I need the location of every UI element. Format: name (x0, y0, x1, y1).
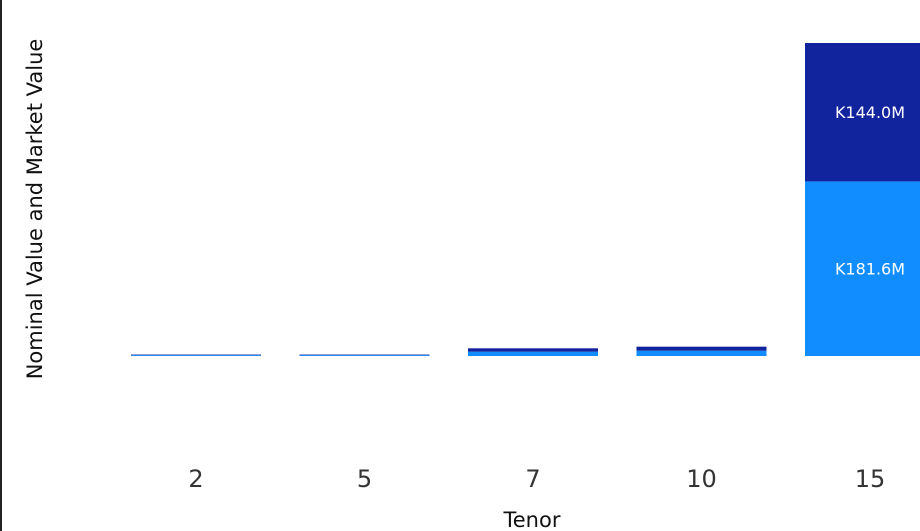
bar-segment-5-series-1[interactable] (299, 355, 430, 356)
bar-segment-2-series-1[interactable] (131, 355, 261, 356)
bar-segment-10-series-2[interactable] (636, 346, 767, 351)
bar-segment-10-series-1[interactable] (636, 350, 767, 356)
bar-segment-15-series-1[interactable] (805, 181, 920, 356)
x-tick-label-7: 7 (525, 465, 540, 493)
bar-segment-5-series-2[interactable] (299, 354, 430, 356)
bar-segment-7-series-1[interactable] (468, 351, 598, 356)
data-label-15-series-1: K181.6M (835, 260, 905, 279)
bars-group (131, 43, 920, 356)
x-axis-title: Tenor (503, 508, 561, 531)
bar-segment-2-series-2[interactable] (131, 354, 261, 356)
data-labels-group: K181.6M K144.0M (835, 103, 905, 278)
bar-segment-7-series-2[interactable] (468, 348, 598, 352)
x-tick-label-5: 5 (357, 465, 372, 493)
x-tick-label-2: 2 (188, 465, 203, 493)
y-axis-title: Nominal Value and Market Value (23, 39, 47, 380)
bar-segment-15-series-2[interactable] (805, 43, 920, 182)
x-tick-label-10: 10 (686, 465, 717, 493)
x-tick-labels: 2 5 7 10 15 (188, 465, 885, 493)
data-label-15-series-2: K144.0M (835, 103, 905, 122)
x-tick-label-15: 15 (855, 465, 886, 493)
